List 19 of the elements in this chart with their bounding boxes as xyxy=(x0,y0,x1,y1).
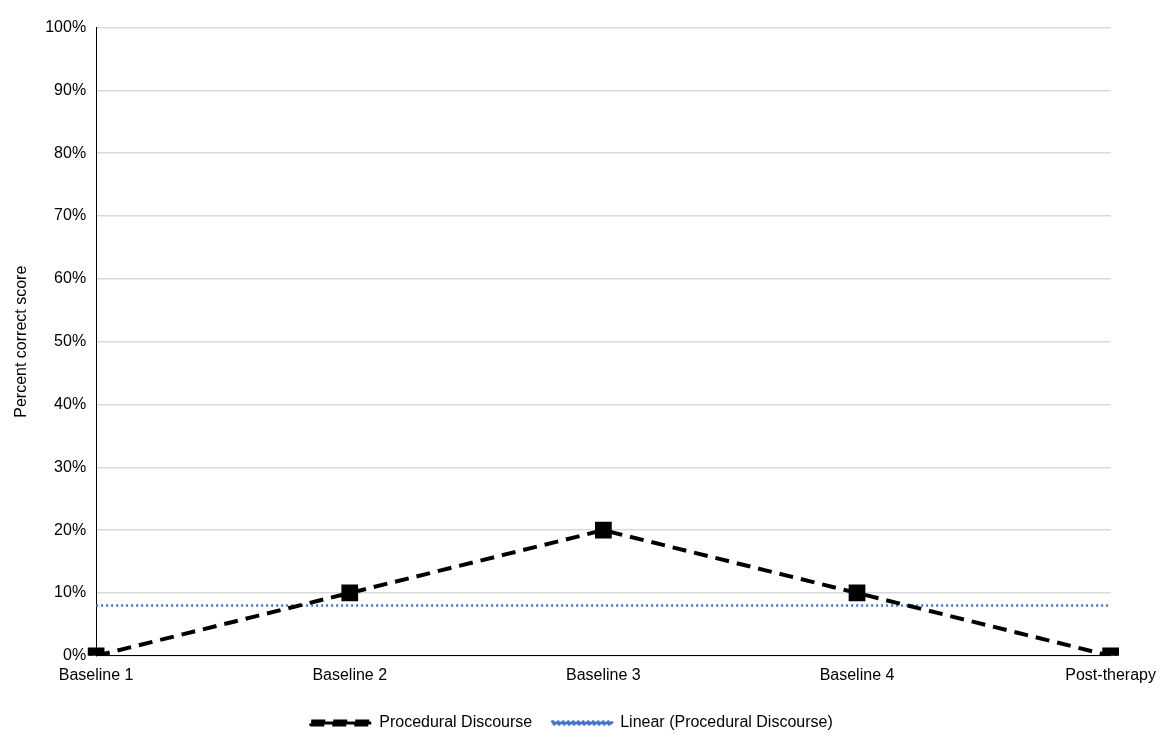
y-tick-label: 70% xyxy=(54,206,87,224)
y-tick-label: 10% xyxy=(54,583,87,601)
x-tick-label: Baseline 2 xyxy=(312,665,388,683)
y-tick-label: 50% xyxy=(54,332,87,350)
legend-label: Procedural Discourse xyxy=(379,713,533,731)
x-tick-label: Baseline 1 xyxy=(58,665,134,683)
x-tick-label: Baseline 3 xyxy=(566,665,641,683)
y-tick-label: 20% xyxy=(54,520,87,538)
y-tick-label: 40% xyxy=(54,394,87,412)
y-tick-label: 90% xyxy=(54,80,87,98)
y-tick-label: 60% xyxy=(54,269,87,287)
x-tick-label: Baseline 4 xyxy=(819,665,895,683)
x-tick-label: Post-therapy xyxy=(1065,665,1156,683)
y-tick-label: 80% xyxy=(54,143,87,161)
legend-label: Linear (Procedural Discourse) xyxy=(620,713,833,731)
y-tick-label: 0% xyxy=(63,646,87,664)
y-tick-label: 100% xyxy=(45,18,87,36)
y-tick-label: 30% xyxy=(54,457,87,475)
y-axis-title: Percent correct score xyxy=(12,265,30,418)
